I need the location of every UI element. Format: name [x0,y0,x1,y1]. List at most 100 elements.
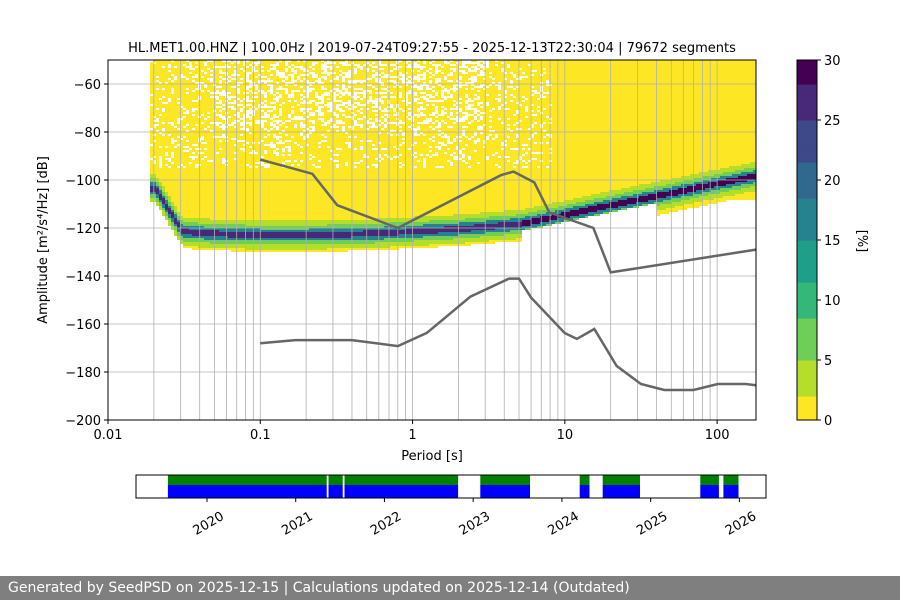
heatmap-cell [180,186,183,188]
heatmap-cell [207,82,210,84]
heatmap-cell [315,124,318,126]
heatmap-cell [288,126,291,128]
heatmap-cell [321,226,324,228]
heatmap-cell [204,126,207,128]
heatmap-cell [159,68,162,70]
heatmap-cell [267,212,270,214]
heatmap-cell [309,144,312,146]
heatmap-cell [207,142,210,144]
heatmap-cell [153,182,156,184]
heatmap-cell [168,86,171,88]
heatmap-cell [276,198,279,200]
heatmap-cell [333,228,336,230]
heatmap-cell [255,110,258,112]
heatmap-cell [201,162,204,164]
heatmap-cell [228,226,231,228]
heatmap-cell [243,238,246,240]
heatmap-cell [276,90,279,92]
heatmap-cell [255,82,258,84]
heatmap-cell [216,88,219,90]
heatmap-cell [234,142,237,144]
heatmap-cell [276,238,279,240]
heatmap-cell [210,154,213,156]
heatmap-cell [336,146,339,148]
heatmap-cell [189,92,192,94]
heatmap-cell [204,168,207,170]
heatmap-cell [222,106,225,108]
heatmap-cell [222,240,225,242]
heatmap-cell [324,86,327,88]
heatmap-cell [282,158,285,160]
heatmap-cell [315,174,318,176]
heatmap-cell [222,244,225,246]
heatmap-cell [189,172,192,174]
heatmap-cell [162,138,165,140]
heatmap-cell [267,104,270,106]
heatmap-cell [276,174,279,176]
heatmap-cell [201,196,204,198]
heatmap-cell [273,184,276,186]
heatmap-cell [327,158,330,160]
heatmap-cell [306,182,309,184]
heatmap-cell [237,80,240,82]
heatmap-cell [177,88,180,90]
heatmap-cell [201,202,204,204]
heatmap-cell [204,132,207,134]
heatmap-cell [216,172,219,174]
heatmap-cell [240,214,243,216]
heatmap-cell [201,132,204,134]
heatmap-cell [240,176,243,178]
heatmap-cell [195,246,198,248]
heatmap-cell [330,74,333,76]
heatmap-cell [201,204,204,206]
heatmap-cell [195,244,198,246]
heatmap-cell [336,248,339,250]
heatmap-cell [336,110,339,112]
heatmap-cell [177,148,180,150]
heatmap-cell [288,236,291,238]
heatmap-cell [201,144,204,146]
heatmap-cell [327,220,330,222]
heatmap-cell [174,108,177,110]
heatmap-cell [168,94,171,96]
heatmap-cell [258,170,261,172]
heatmap-cell [291,108,294,110]
heatmap-cell [330,224,333,226]
heatmap-cell [216,218,219,220]
heatmap-cell [267,250,270,252]
heatmap-cell [156,204,159,206]
heatmap-cell [168,142,171,144]
heatmap-cell [264,204,267,206]
heatmap-cell [189,206,192,208]
heatmap-cell [315,216,318,218]
heatmap-cell [210,180,213,182]
heatmap-cell [186,96,189,98]
heatmap-cell [288,106,291,108]
heatmap-cell [324,174,327,176]
heatmap-cell [243,88,246,90]
heatmap-cell [318,152,321,154]
heatmap-cell [243,172,246,174]
heatmap-cell [228,174,231,176]
heatmap-cell [237,230,240,232]
heatmap-cell [180,222,183,224]
heatmap-cell [312,84,315,86]
heatmap-cell [321,248,324,250]
heatmap-cell [216,216,219,218]
heatmap-cell [297,218,300,220]
heatmap-cell [264,118,267,120]
heatmap-cell [303,182,306,184]
heatmap-cell [297,210,300,212]
heatmap-cell [276,160,279,162]
heatmap-cell [186,62,189,64]
heatmap-cell [282,62,285,64]
heatmap-cell [309,104,312,106]
heatmap-cell [180,84,183,86]
heatmap-cell [318,128,321,130]
heatmap-cell [276,166,279,168]
heatmap-cell [282,210,285,212]
heatmap-cell [249,234,252,236]
heatmap-cell [192,222,195,224]
heatmap-cell [249,240,252,242]
heatmap-cell [207,70,210,72]
